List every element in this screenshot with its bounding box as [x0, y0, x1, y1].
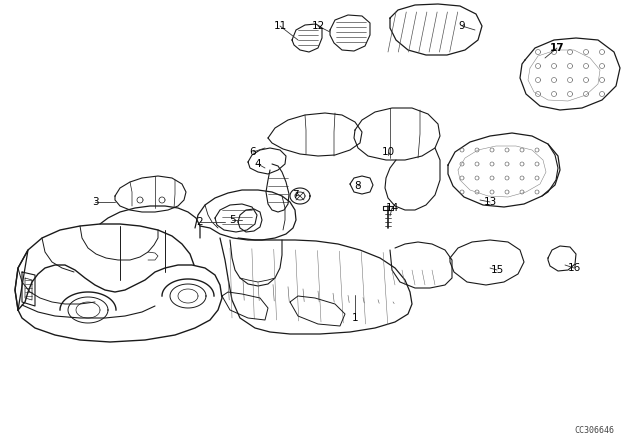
Text: CC306646: CC306646	[574, 426, 614, 435]
Text: 10: 10	[381, 147, 395, 157]
Text: 8: 8	[355, 181, 362, 191]
Text: 5: 5	[228, 215, 236, 225]
Text: 3: 3	[92, 197, 99, 207]
Text: 13: 13	[483, 197, 497, 207]
Text: 7: 7	[292, 190, 298, 200]
Text: 16: 16	[568, 263, 580, 273]
Text: 17: 17	[550, 43, 564, 53]
Text: 6: 6	[250, 147, 256, 157]
Text: 4: 4	[255, 159, 261, 169]
Text: 15: 15	[490, 265, 504, 275]
Text: 14: 14	[385, 203, 399, 213]
Text: 2: 2	[196, 217, 204, 227]
Text: 1: 1	[352, 313, 358, 323]
Text: 11: 11	[273, 21, 287, 31]
Text: 12: 12	[312, 21, 324, 31]
Text: 9: 9	[459, 21, 465, 31]
